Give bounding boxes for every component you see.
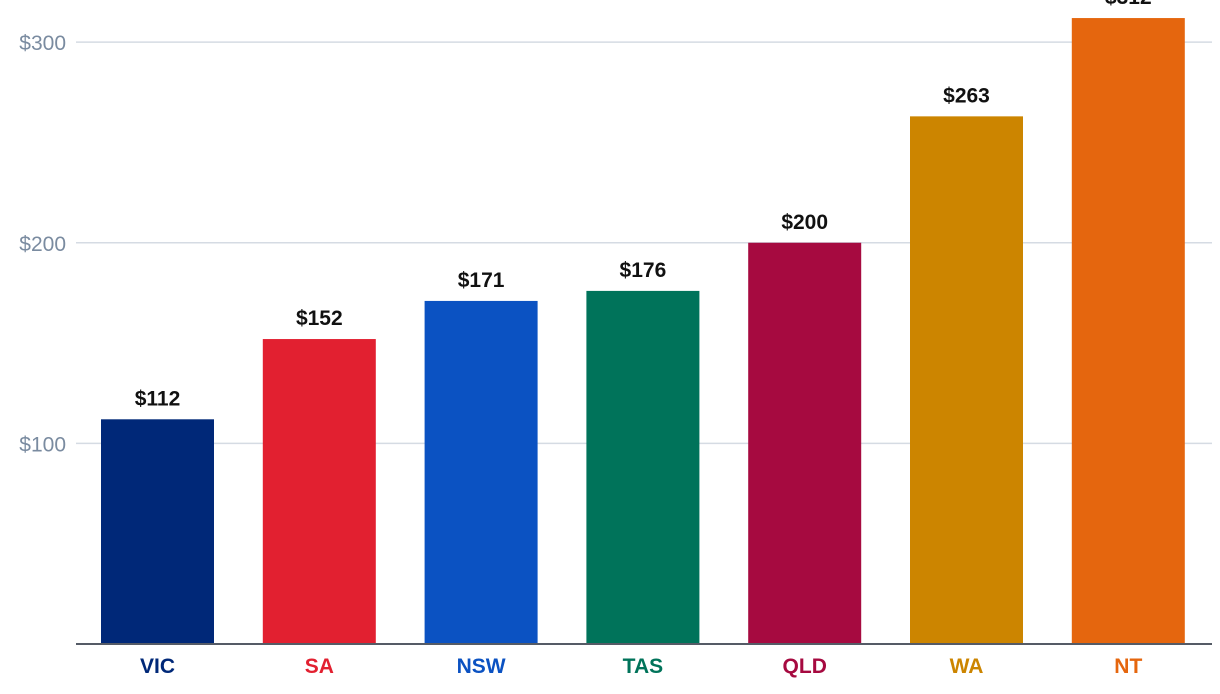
y-tick-label: $100 — [19, 433, 66, 456]
bar-qld — [748, 242, 862, 644]
value-label-qld: $200 — [781, 211, 828, 234]
value-label-nt: $312 — [1105, 0, 1152, 9]
bar-nt — [1071, 18, 1185, 645]
y-tick-label: $200 — [19, 233, 66, 256]
category-label-wa: WA — [950, 655, 984, 678]
labels: $100 $200 $300 $112 VIC $152 SA $171 NSW $176 TAS $… — [19, 0, 1151, 678]
category-label-vic: VIC — [140, 655, 175, 678]
y-tick-label: $300 — [19, 32, 66, 55]
value-label-vic: $112 — [135, 387, 181, 410]
bar-wa — [910, 116, 1023, 644]
value-label-sa: $152 — [296, 307, 343, 330]
bar-sa — [262, 339, 376, 644]
bar-vic — [101, 419, 214, 644]
value-label-nsw: $171 — [458, 269, 505, 292]
value-label-wa: $263 — [943, 84, 990, 107]
category-label-qld: QLD — [783, 655, 827, 678]
bar-tas — [586, 290, 700, 644]
category-label-sa: SA — [305, 655, 334, 678]
category-label-nt: NT — [1114, 655, 1142, 678]
bar-nsw — [424, 300, 538, 644]
category-label-nsw: NSW — [457, 655, 506, 678]
bars — [101, 18, 1185, 645]
category-label-tas: TAS — [623, 655, 663, 678]
value-label-tas: $176 — [620, 259, 667, 282]
